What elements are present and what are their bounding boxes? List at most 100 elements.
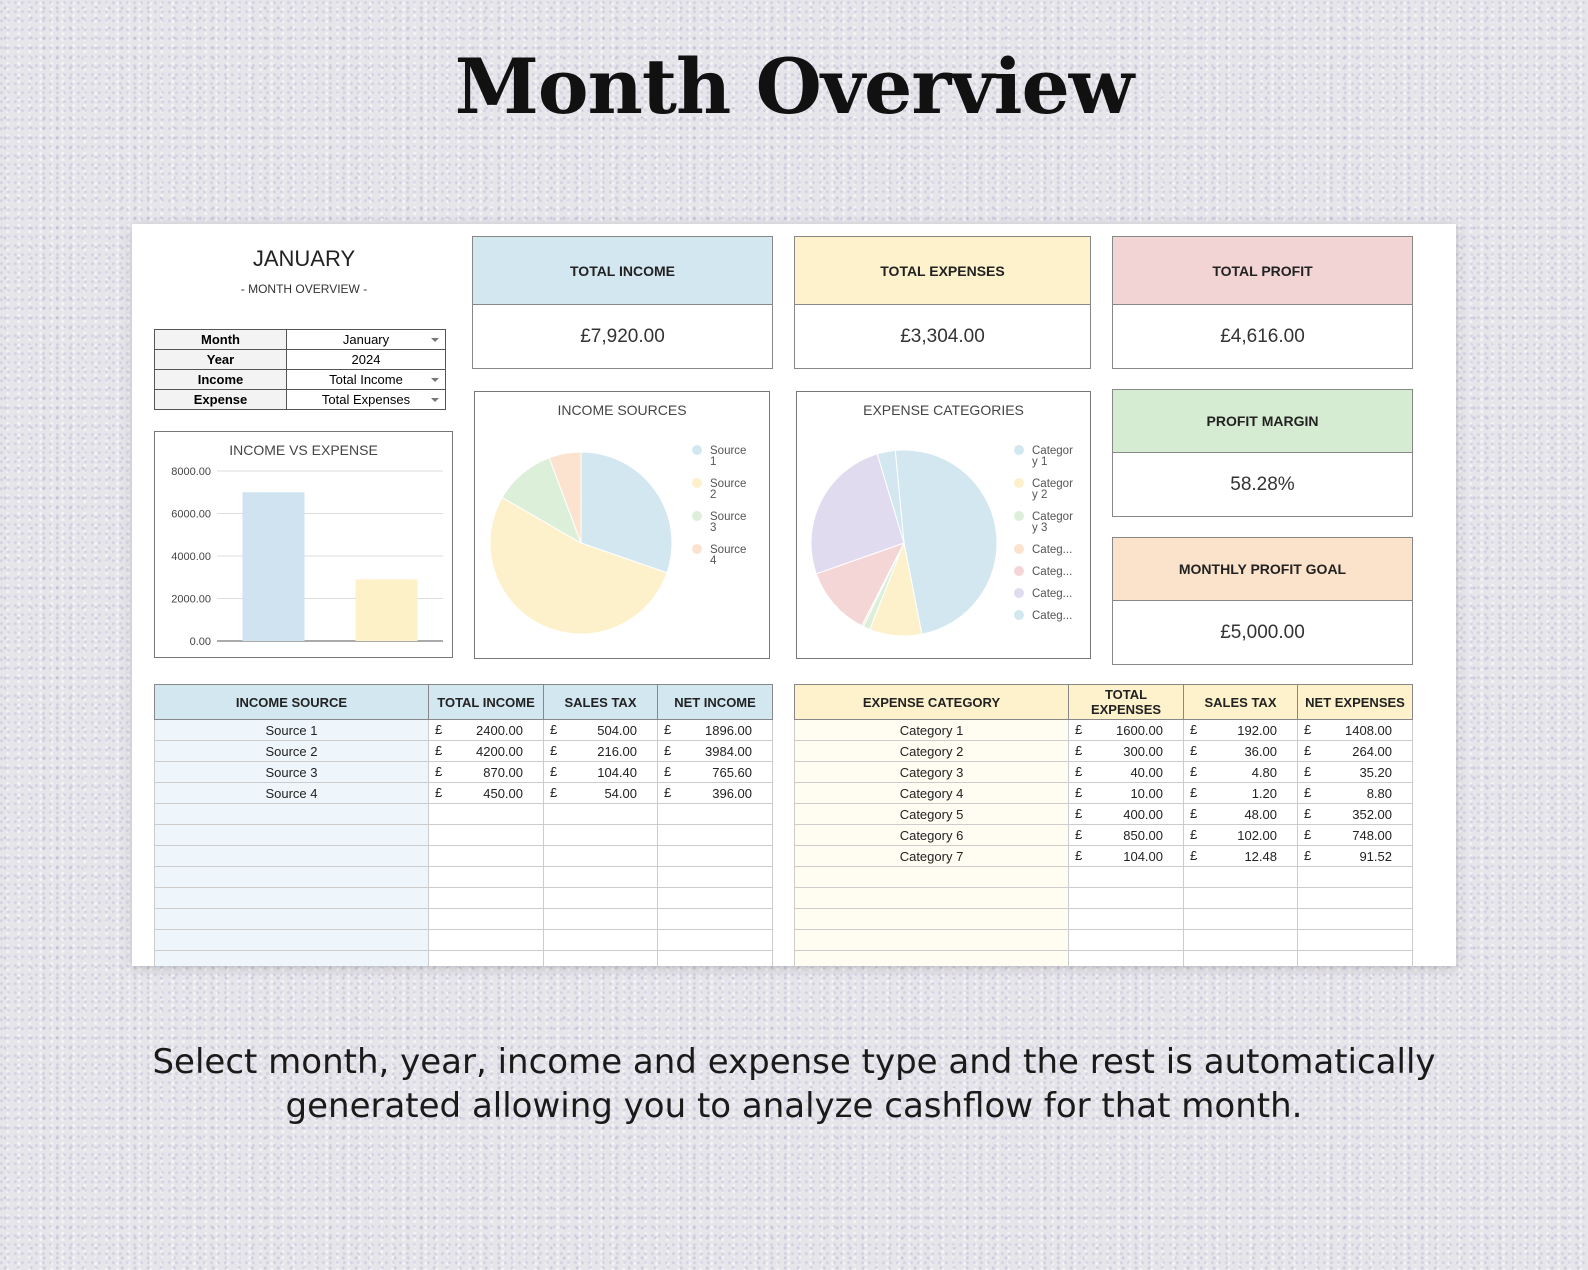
income-amount-cell[interactable]: [428, 866, 544, 888]
expense-amount-cell[interactable]: £10.00: [1068, 782, 1184, 804]
income-name-cell[interactable]: [154, 887, 429, 909]
expense-amount-cell[interactable]: [1183, 950, 1298, 966]
expense-name-cell[interactable]: [794, 887, 1069, 909]
expense-amount-cell[interactable]: £4.80: [1183, 761, 1298, 783]
income-amount-cell[interactable]: [428, 950, 544, 966]
expense-name-cell[interactable]: [794, 929, 1069, 951]
expense-amount-cell[interactable]: £1408.00: [1297, 719, 1413, 741]
expense-amount-cell[interactable]: £850.00: [1068, 824, 1184, 846]
expense-amount-cell[interactable]: £748.00: [1297, 824, 1413, 846]
income-amount-cell[interactable]: [657, 866, 773, 888]
expense-amount-cell[interactable]: £35.20: [1297, 761, 1413, 783]
expense-name-cell[interactable]: Category 2: [794, 740, 1069, 762]
expense-name-cell[interactable]: Category 6: [794, 824, 1069, 846]
expense-amount-cell[interactable]: [1297, 929, 1413, 951]
expense-name-cell[interactable]: [794, 866, 1069, 888]
expense-name-cell[interactable]: Category 1: [794, 719, 1069, 741]
expense-amount-cell[interactable]: £352.00: [1297, 803, 1413, 825]
income-amount-cell[interactable]: £396.00: [657, 782, 773, 804]
income-name-cell[interactable]: Source 2: [154, 740, 429, 762]
expense-amount-cell[interactable]: £102.00: [1183, 824, 1298, 846]
expense-amount-cell[interactable]: £8.80: [1297, 782, 1413, 804]
income-amount-cell[interactable]: [543, 950, 658, 966]
expense-amount-cell[interactable]: [1297, 866, 1413, 888]
income-amount-cell[interactable]: £870.00: [428, 761, 544, 783]
income-amount-cell[interactable]: [657, 803, 773, 825]
expense-amount-cell[interactable]: [1297, 887, 1413, 909]
expense-amount-cell[interactable]: [1068, 908, 1184, 930]
expense-amount-cell[interactable]: £1.20: [1183, 782, 1298, 804]
income-amount-cell[interactable]: [428, 929, 544, 951]
income-name-cell[interactable]: [154, 929, 429, 951]
expense-amount-cell[interactable]: [1068, 866, 1184, 888]
income-name-cell[interactable]: Source 1: [154, 719, 429, 741]
expense-select[interactable]: Total Expenses: [286, 389, 446, 410]
income-name-cell[interactable]: Source 3: [154, 761, 429, 783]
income-name-cell[interactable]: [154, 824, 429, 846]
expense-amount-cell[interactable]: £192.00: [1183, 719, 1298, 741]
expense-name-cell[interactable]: Category 4: [794, 782, 1069, 804]
expense-name-cell[interactable]: Category 7: [794, 845, 1069, 867]
expense-name-cell[interactable]: [794, 950, 1069, 966]
income-amount-cell[interactable]: [428, 908, 544, 930]
income-name-cell[interactable]: [154, 950, 429, 966]
income-amount-cell[interactable]: £2400.00: [428, 719, 544, 741]
income-amount-cell[interactable]: [543, 929, 658, 951]
income-amount-cell[interactable]: £216.00: [543, 740, 658, 762]
income-amount-cell[interactable]: [657, 887, 773, 909]
expense-name-cell[interactable]: Category 5: [794, 803, 1069, 825]
income-amount-cell[interactable]: £4200.00: [428, 740, 544, 762]
month-select[interactable]: January: [286, 329, 446, 350]
income-amount-cell[interactable]: £504.00: [543, 719, 658, 741]
expense-amount-cell[interactable]: £264.00: [1297, 740, 1413, 762]
expense-amount-cell[interactable]: £300.00: [1068, 740, 1184, 762]
income-amount-cell[interactable]: [657, 929, 773, 951]
year-field[interactable]: 2024: [286, 349, 446, 370]
income-amount-cell[interactable]: [543, 845, 658, 867]
income-amount-cell[interactable]: [428, 803, 544, 825]
income-amount-cell[interactable]: £765.60: [657, 761, 773, 783]
expense-amount-cell[interactable]: £1600.00: [1068, 719, 1184, 741]
expense-amount-cell[interactable]: £40.00: [1068, 761, 1184, 783]
income-amount-cell[interactable]: [543, 908, 658, 930]
expense-amount-cell[interactable]: [1297, 908, 1413, 930]
income-amount-cell[interactable]: [657, 908, 773, 930]
expense-amount-cell[interactable]: [1183, 866, 1298, 888]
income-name-cell[interactable]: [154, 866, 429, 888]
income-amount-cell[interactable]: [543, 887, 658, 909]
income-amount-cell[interactable]: [657, 950, 773, 966]
expense-amount-cell[interactable]: £48.00: [1183, 803, 1298, 825]
income-amount-cell[interactable]: [428, 824, 544, 846]
expense-amount-cell[interactable]: £12.48: [1183, 845, 1298, 867]
income-amount-cell[interactable]: £450.00: [428, 782, 544, 804]
expense-amount-cell[interactable]: £104.00: [1068, 845, 1184, 867]
income-amount-cell[interactable]: [543, 803, 658, 825]
expense-amount-cell[interactable]: [1183, 929, 1298, 951]
income-name-cell[interactable]: [154, 803, 429, 825]
chevron-down-icon[interactable]: [431, 338, 439, 342]
income-amount-cell[interactable]: £3984.00: [657, 740, 773, 762]
income-name-cell[interactable]: Source 4: [154, 782, 429, 804]
income-amount-cell[interactable]: [543, 866, 658, 888]
income-select[interactable]: Total Income: [286, 369, 446, 390]
expense-name-cell[interactable]: Category 3: [794, 761, 1069, 783]
income-name-cell[interactable]: [154, 845, 429, 867]
income-amount-cell[interactable]: [657, 845, 773, 867]
expense-name-cell[interactable]: [794, 908, 1069, 930]
expense-amount-cell[interactable]: £91.52: [1297, 845, 1413, 867]
expense-amount-cell[interactable]: £400.00: [1068, 803, 1184, 825]
expense-amount-cell[interactable]: [1068, 929, 1184, 951]
expense-amount-cell[interactable]: £36.00: [1183, 740, 1298, 762]
expense-amount-cell[interactable]: [1297, 950, 1413, 966]
chevron-down-icon[interactable]: [431, 398, 439, 402]
income-amount-cell[interactable]: £1896.00: [657, 719, 773, 741]
income-amount-cell[interactable]: [428, 845, 544, 867]
income-name-cell[interactable]: [154, 908, 429, 930]
income-amount-cell[interactable]: [543, 824, 658, 846]
income-amount-cell[interactable]: [657, 824, 773, 846]
income-amount-cell[interactable]: £104.40: [543, 761, 658, 783]
expense-amount-cell[interactable]: [1068, 950, 1184, 966]
income-amount-cell[interactable]: [428, 887, 544, 909]
income-amount-cell[interactable]: £54.00: [543, 782, 658, 804]
expense-amount-cell[interactable]: [1183, 887, 1298, 909]
